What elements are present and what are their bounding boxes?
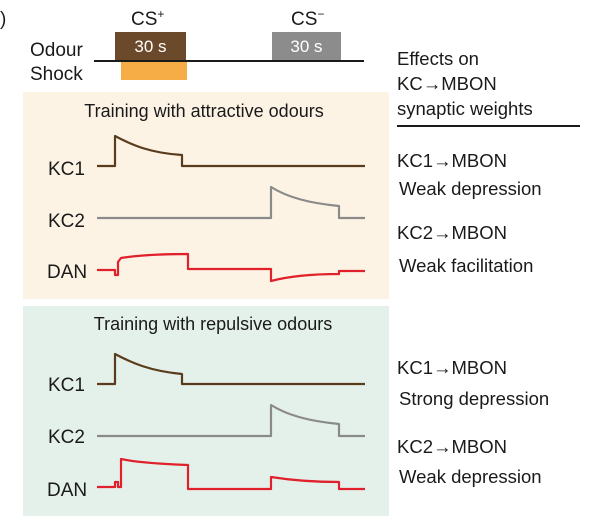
- repulsive-effect-1-synapse: KC1→MBON: [397, 357, 507, 378]
- attractive-kc2-label: KC2: [48, 211, 85, 232]
- cs-minus-odour-box: [272, 32, 341, 60]
- odour-label: Odour: [30, 40, 83, 61]
- repulsive-kc2-trace: [97, 403, 365, 438]
- attractive-kc1-label: KC1: [48, 159, 85, 180]
- repulsive-effect-2-synapse: KC2→MBON: [397, 436, 507, 457]
- cs-minus-duration: 30 s: [290, 37, 322, 56]
- repulsive-kc1-label: KC1: [48, 375, 85, 396]
- repulsive-dan-label: DAN: [47, 480, 87, 501]
- shock-label: Shock: [30, 64, 83, 85]
- attractive-kc1-trace: [97, 134, 365, 168]
- effects-header-line-1: Effects on: [397, 48, 479, 69]
- attractive-kc2-trace: [97, 185, 365, 220]
- panel-letter: ): [0, 9, 6, 30]
- repulsive-effect-1-result: Strong depression: [399, 388, 549, 409]
- attractive-dan-label: DAN: [47, 262, 87, 283]
- attractive-effect-1-result: Weak depression: [399, 178, 542, 199]
- repulsive-panel-title: Training with repulsive odours: [94, 314, 332, 334]
- effects-header-line-2: KC→MBON: [397, 73, 497, 94]
- repulsive-kc2-label: KC2: [48, 427, 85, 448]
- attractive-effect-2-synapse: KC2→MBON: [397, 222, 507, 243]
- repulsive-dan-trace: [97, 457, 365, 491]
- cs-plus-duration: 30 s: [134, 37, 166, 56]
- cs-minus-label: CS−: [291, 7, 324, 30]
- cs-plus-label: CS+: [131, 7, 164, 30]
- attractive-effect-1-synapse: KC1→MBON: [397, 150, 507, 171]
- effects-header-line-3: synaptic weights: [397, 98, 533, 119]
- attractive-dan-trace: [97, 252, 365, 283]
- attractive-panel-title: Training with attractive odours: [84, 101, 323, 121]
- attractive-effect-2-result: Weak facilitation: [399, 255, 533, 276]
- repulsive-kc1-trace: [97, 352, 365, 386]
- attractive-panel-background: [23, 92, 389, 299]
- cs-plus-odour-box: [115, 32, 186, 60]
- shock-box: [121, 62, 187, 80]
- repulsive-effect-2-result: Weak depression: [399, 466, 542, 487]
